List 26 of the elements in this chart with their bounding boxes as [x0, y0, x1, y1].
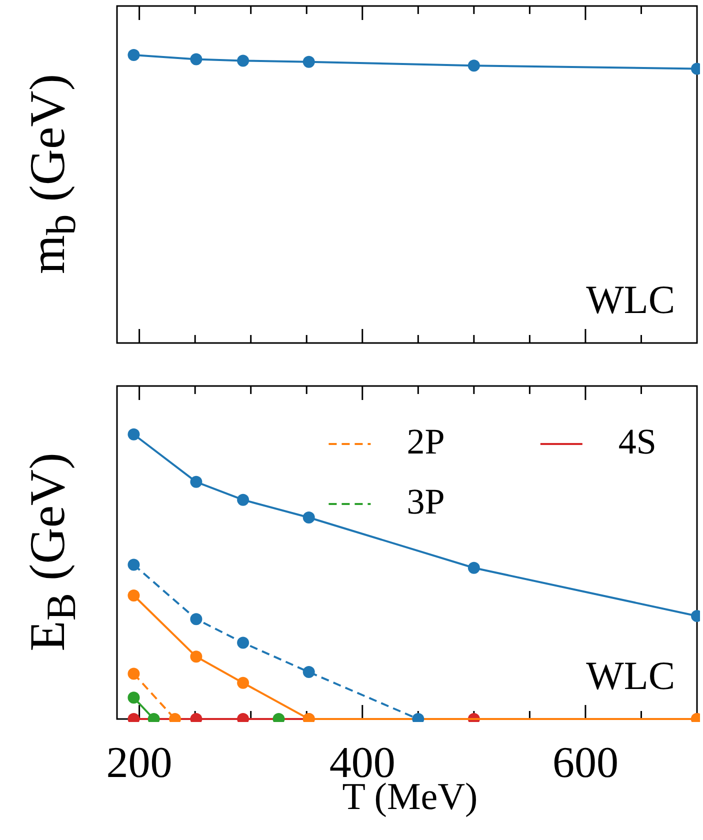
point: [128, 589, 140, 602]
point: [237, 676, 250, 689]
point: [190, 650, 202, 663]
legend-label: 2P: [406, 421, 445, 462]
point: [468, 562, 480, 574]
point: [128, 48, 140, 61]
x-tick-label: 200: [106, 738, 172, 787]
point: [128, 558, 140, 571]
point: [128, 668, 140, 680]
point: [190, 613, 202, 626]
point: [237, 636, 250, 649]
point: [190, 53, 202, 66]
legend-label: 3P: [406, 481, 445, 522]
point: [302, 666, 315, 678]
point: [128, 428, 140, 440]
point: [302, 511, 315, 524]
point: [237, 494, 250, 506]
point: [468, 60, 480, 72]
annotation: WLC: [586, 653, 675, 698]
x-tick-label: 600: [552, 738, 618, 787]
annotation: WLC: [586, 277, 675, 322]
legend-label: 4S: [618, 421, 656, 462]
point: [190, 476, 202, 488]
point: [237, 54, 250, 67]
point: [302, 56, 315, 68]
point: [128, 692, 140, 704]
